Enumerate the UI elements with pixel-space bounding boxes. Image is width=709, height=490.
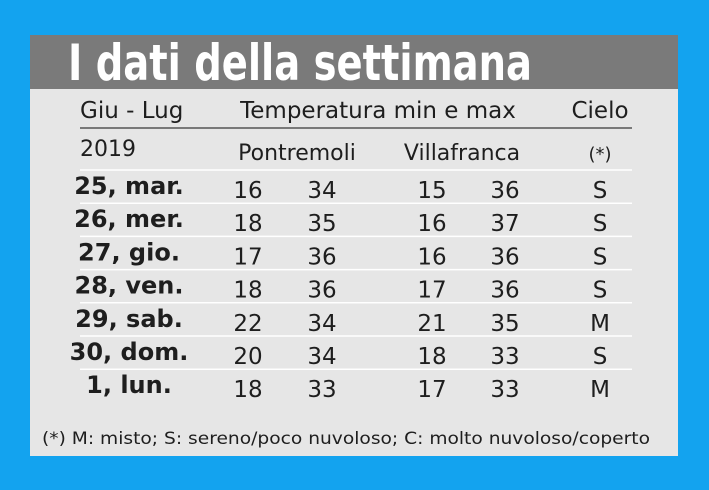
value-cell: M bbox=[590, 377, 610, 403]
value-cell: 18 bbox=[233, 377, 262, 403]
value-cell: 18 bbox=[233, 278, 262, 304]
value-cell: 34 bbox=[307, 178, 336, 204]
value-cell: 17 bbox=[233, 244, 262, 270]
value-cell: S bbox=[593, 278, 608, 304]
column-header: Temperatura min e max bbox=[239, 98, 516, 124]
value-cell: 18 bbox=[233, 211, 262, 237]
date-cell: 25, mar. bbox=[74, 172, 184, 200]
value-cell: 36 bbox=[490, 244, 519, 270]
date-cell: 28, ven. bbox=[75, 272, 184, 300]
title: I dati della settimana bbox=[68, 34, 532, 92]
date-cell: 26, mer. bbox=[74, 205, 184, 233]
subheader: 2019 bbox=[80, 137, 136, 162]
value-cell: S bbox=[593, 344, 608, 370]
value-cell: S bbox=[593, 178, 608, 204]
value-cell: 20 bbox=[233, 344, 262, 370]
date-cell: 1, lun. bbox=[86, 371, 172, 399]
value-cell: 34 bbox=[307, 344, 336, 370]
value-cell: 37 bbox=[490, 211, 519, 237]
value-cell: 17 bbox=[417, 377, 446, 403]
subheader: Pontremoli bbox=[238, 141, 356, 166]
value-cell: 16 bbox=[233, 178, 262, 204]
subheader: (*) bbox=[588, 144, 611, 165]
value-cell: 36 bbox=[307, 278, 336, 304]
value-cell: 35 bbox=[307, 211, 336, 237]
value-cell: S bbox=[593, 211, 608, 237]
value-cell: S bbox=[593, 244, 608, 270]
value-cell: 35 bbox=[490, 311, 519, 337]
column-header: Giu - Lug bbox=[80, 98, 183, 124]
value-cell: 16 bbox=[417, 244, 446, 270]
value-cell: 22 bbox=[233, 311, 262, 337]
value-cell: 21 bbox=[417, 311, 446, 337]
date-cell: 30, dom. bbox=[70, 338, 189, 366]
value-cell: 16 bbox=[417, 211, 446, 237]
value-cell: M bbox=[590, 311, 610, 337]
value-cell: 18 bbox=[417, 344, 446, 370]
title-bar bbox=[30, 35, 678, 89]
date-cell: 29, sab. bbox=[75, 305, 183, 333]
value-cell: 34 bbox=[307, 311, 336, 337]
subheader: Villafranca bbox=[404, 141, 520, 166]
panel bbox=[30, 35, 678, 456]
value-cell: 33 bbox=[307, 377, 336, 403]
row-rules bbox=[80, 169, 632, 370]
date-cell: 27, gio. bbox=[78, 238, 180, 266]
value-cell: 36 bbox=[490, 278, 519, 304]
table: Giu - Lug Temperatura min e max Cielo 2019 P… bbox=[70, 98, 629, 403]
value-cell: 36 bbox=[490, 178, 519, 204]
column-header: Cielo bbox=[571, 98, 628, 124]
value-cell: 17 bbox=[417, 278, 446, 304]
value-cell: 33 bbox=[490, 377, 519, 403]
footnote: (*) M: misto; S: sereno/poco nuvoloso; C… bbox=[42, 429, 650, 449]
value-cell: 15 bbox=[417, 178, 446, 204]
value-cell: 33 bbox=[490, 344, 519, 370]
value-cell: 36 bbox=[307, 244, 336, 270]
